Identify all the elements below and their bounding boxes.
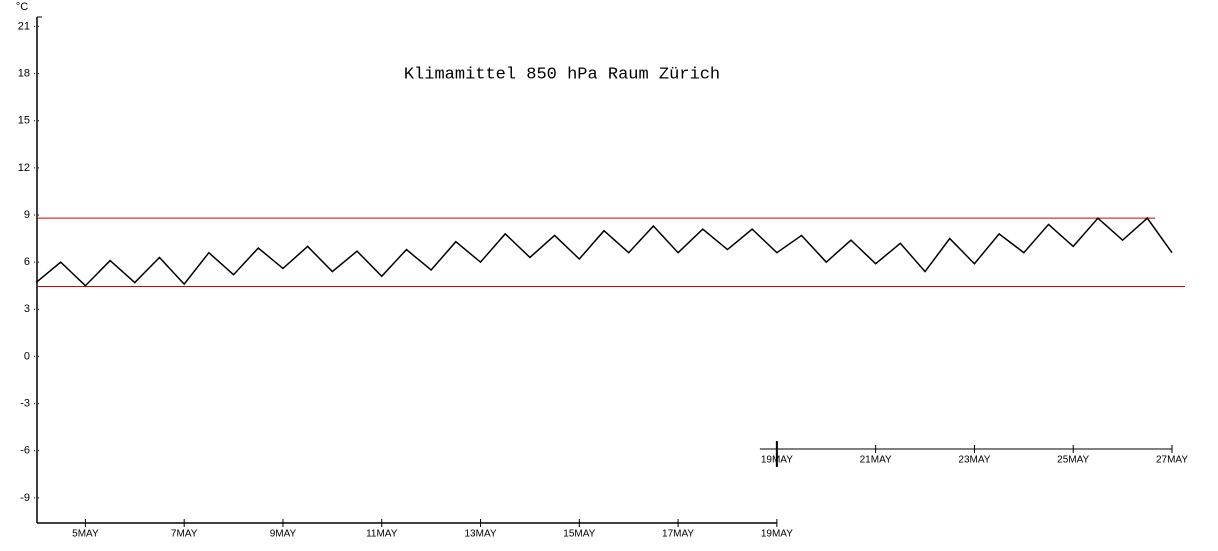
x2-tick-label: 21MAY [860,455,892,466]
x-tick-label: 17MAY [662,529,694,540]
x-tick-label: 7MAY [171,529,198,540]
y-tick-label: 21 [18,20,30,32]
x-tick-label: 5MAY [72,529,99,540]
x-tick-label: 19MAY [761,529,793,540]
x-tick-label: 15MAY [563,529,595,540]
y-tick-label: -9 [20,492,30,504]
x2-tick-label: 25MAY [1057,455,1089,466]
y-tick-label: 15 [18,115,30,127]
data-line [35,217,1173,287]
x2-tick-label: 19MAY [761,455,793,466]
x-tick-label: 11MAY [366,529,398,540]
y-tick-label: 18 [18,67,30,79]
y-tick-label: -3 [20,397,30,409]
x2-tick-label: 23MAY [958,455,990,466]
y-axis-unit: °C [16,1,28,13]
y-tick-label: 6 [24,256,30,268]
y-tick-label: 9 [24,209,30,221]
x-tick-label: 13MAY [464,529,496,540]
y-tick-label: -6 [20,445,30,457]
y-tick-label: 3 [24,303,30,315]
y-tick-label: 12 [18,162,30,174]
x-tick-label: 9MAY [270,529,297,540]
x2-tick-label: 27MAY [1156,455,1188,466]
y-tick-label: 0 [24,350,30,362]
chart-title: Klimamittel 850 hPa Raum Zürich [404,65,720,84]
